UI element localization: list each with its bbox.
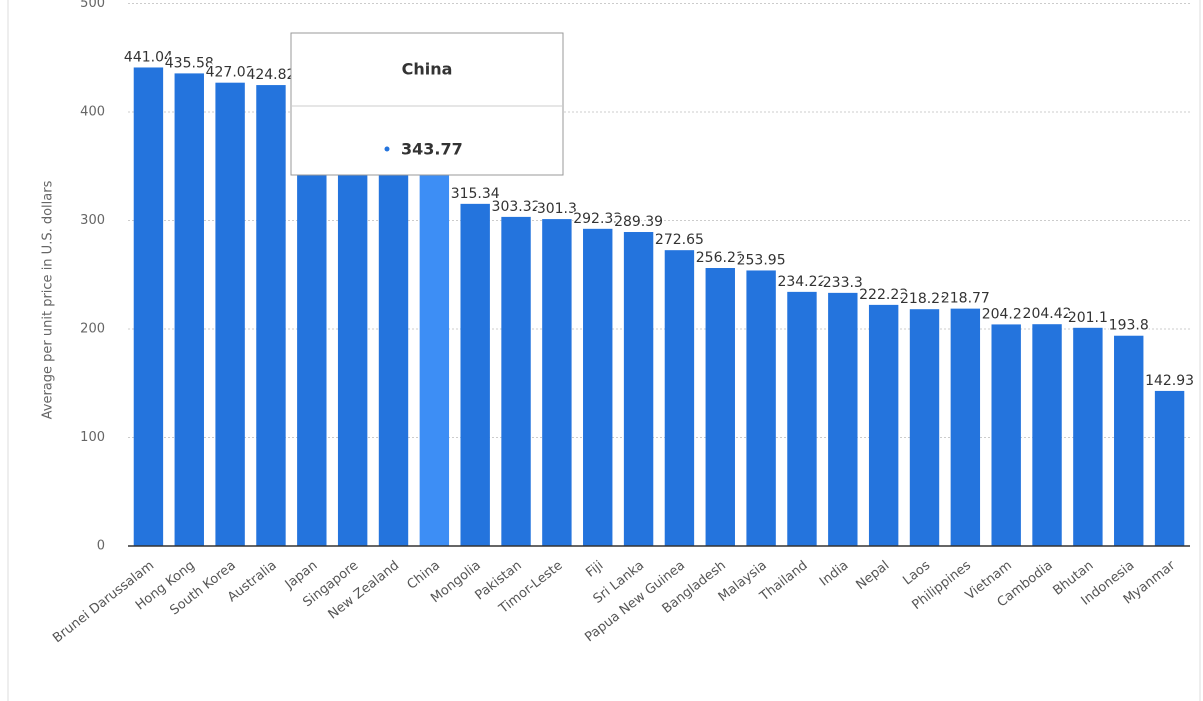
- data-label: 292.33: [573, 211, 622, 227]
- data-label: 234.22: [777, 274, 826, 290]
- data-label: 301.3: [537, 201, 577, 217]
- y-tick-label: 0: [97, 539, 105, 554]
- y-axis-label: Average per unit price in U.S. dollars: [41, 180, 56, 419]
- data-label: 424.82: [246, 67, 295, 83]
- bar: [215, 82, 245, 547]
- bar: [501, 216, 531, 546]
- y-tick-label: 100: [80, 430, 105, 445]
- bar: [337, 111, 368, 547]
- data-label: 142.93: [1145, 373, 1194, 389]
- data-label: 204.42: [1023, 306, 1072, 322]
- bar: [787, 291, 817, 546]
- data-label: 303.32: [492, 199, 541, 215]
- tooltip-value: 343.77: [401, 140, 463, 159]
- data-label: 272.65: [655, 232, 704, 248]
- tooltip-box: [290, 32, 564, 176]
- bar: [256, 85, 286, 546]
- y-tick-label: 300: [80, 213, 105, 228]
- data-label: 253.95: [737, 252, 786, 268]
- tooltip-bullet: [384, 146, 390, 152]
- bar: [133, 67, 164, 546]
- tooltip-title: China: [402, 60, 453, 79]
- bar: [174, 73, 204, 547]
- bar: [378, 120, 409, 546]
- data-label: 315.34: [451, 186, 500, 202]
- bar: [828, 292, 858, 546]
- bar: [1114, 335, 1144, 546]
- tooltip[interactable]: China 343.77: [290, 32, 564, 176]
- y-tick-label: 500: [80, 0, 105, 11]
- bar: [1073, 327, 1103, 546]
- y-tick-label: 400: [80, 105, 105, 120]
- bar: [583, 228, 613, 546]
- bar: [664, 250, 695, 546]
- data-label: 222.23: [859, 287, 908, 303]
- data-label: 218.77: [941, 291, 990, 307]
- data-label: 204.22: [982, 306, 1031, 322]
- data-label: 435.58: [165, 55, 214, 71]
- data-label: 441.04: [124, 49, 173, 65]
- bar: [746, 270, 776, 546]
- data-label: 233.3: [823, 275, 863, 291]
- bar: [623, 232, 654, 547]
- bar: [950, 308, 981, 546]
- data-label: 193.8: [1109, 318, 1149, 334]
- bar: [991, 324, 1021, 546]
- bar: [868, 304, 899, 546]
- data-label: 289.39: [614, 214, 663, 230]
- bar: [909, 309, 940, 546]
- bar: [419, 173, 450, 546]
- data-label: 201.1: [1068, 310, 1108, 326]
- bar: [1032, 324, 1062, 546]
- bar: [705, 268, 735, 546]
- data-label: 256.21: [696, 250, 745, 266]
- data-label: 218.25: [900, 291, 949, 307]
- bar: [460, 203, 490, 547]
- bar: [1154, 390, 1185, 546]
- data-label: 427.02: [206, 65, 255, 81]
- y-tick-label: 200: [80, 322, 105, 337]
- bar: [542, 219, 572, 547]
